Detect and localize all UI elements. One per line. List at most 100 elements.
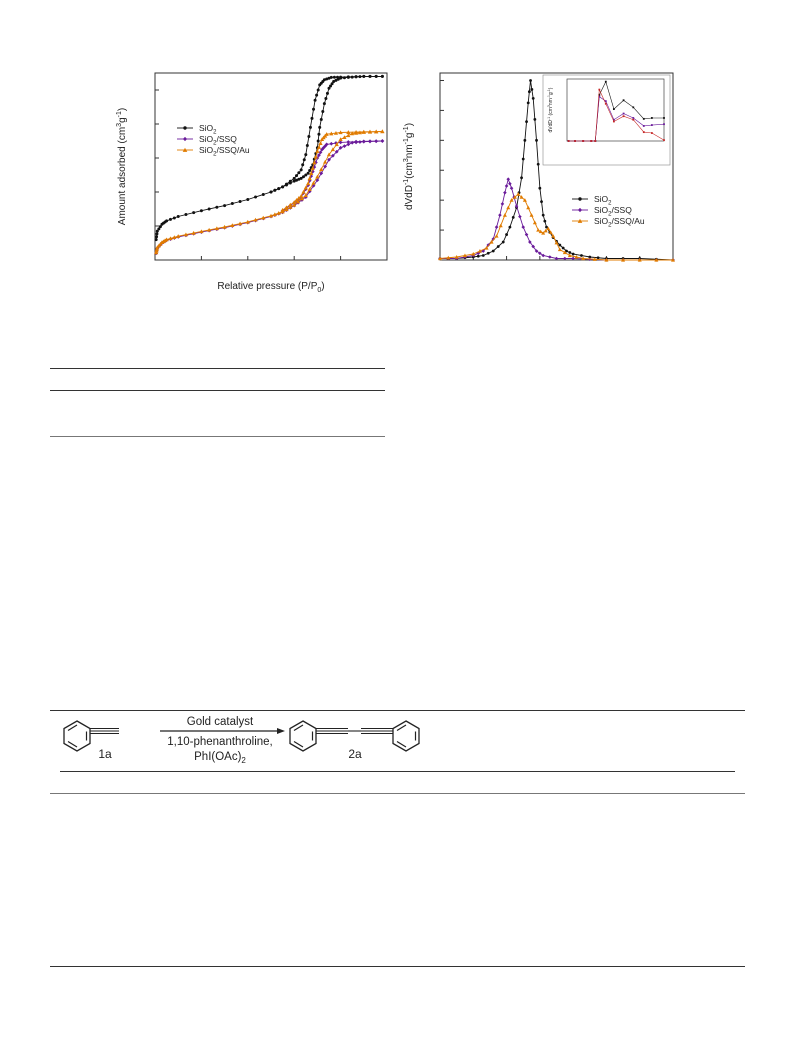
chart-b-inset-y-axis-label: dVdD-1 (cm3nm-1g-1) — [547, 87, 554, 132]
chart-b-series-2-point — [498, 223, 503, 228]
chart-a-series-0-point — [299, 168, 303, 172]
chart-a-series-1-point — [354, 139, 358, 144]
chart-b-series-2-point — [494, 234, 499, 238]
chart-b-series-1-point — [521, 225, 526, 229]
chart-b-series-2-point — [543, 228, 548, 233]
chart-b-series-0-point — [536, 162, 540, 166]
chart-a-series-2-point — [301, 189, 306, 194]
chart-a-series-2-point — [326, 152, 332, 157]
chart-a-series-2-point — [292, 202, 297, 207]
chart-a-legend-label: SiO2/SSQ/Au — [199, 145, 250, 158]
chart-b-series-0-point — [525, 120, 528, 124]
chart-a-series-2-point — [307, 187, 312, 191]
chart-b-series-0-point — [530, 88, 534, 91]
chart-a-series-0-point — [304, 153, 308, 157]
chart-b-series-2-point — [477, 249, 482, 253]
chart-b-series-0-point — [529, 79, 532, 82]
chart-a-series-2-point — [334, 142, 339, 147]
reaction-scheme: 1a Gold catalyst 1,10-phenanthroline, Ph… — [55, 712, 745, 770]
chart-a-series-0-point — [308, 168, 312, 172]
chart-a-series-0-point — [297, 171, 301, 175]
chart-a-series-0-point — [295, 174, 299, 178]
chart-a-series-2-point — [303, 193, 308, 198]
chart-a-series-2-point — [307, 176, 312, 181]
chart-a-series-1-point — [358, 140, 362, 144]
chart-b-series-0-point — [568, 251, 572, 254]
arrow-label-below-1: 1,10-phenanthroline, — [167, 736, 273, 748]
chart-a-series-2-point — [280, 207, 285, 212]
chart-a-series-2-point — [316, 145, 322, 149]
chart-a-series-2-point — [346, 130, 351, 134]
chart-b-inset-series-1-point — [650, 124, 653, 126]
chart-a-series-0-point — [312, 107, 316, 111]
chart-b-legend-marker — [578, 197, 582, 201]
chart-a-series-0-point — [334, 78, 338, 82]
chart-b-inset-series-2-point — [590, 140, 593, 142]
chart-b-series-0-point — [565, 249, 568, 253]
chart-a-series-0-point — [297, 177, 301, 181]
chart-a-series-1-point — [338, 145, 343, 150]
chart-a-series-2-point — [299, 196, 305, 201]
chart-b-series-1-point — [548, 255, 552, 259]
chart-a-series-2-point — [230, 223, 235, 227]
chart-a-series-0-point — [172, 216, 176, 220]
chart-a-series-2-point — [272, 212, 277, 217]
chart-a-y-axis-label: Amount adsorbed (cm3g-1) — [116, 108, 128, 225]
chart-b-legend-marker — [577, 207, 583, 213]
chart-b-series-1-point — [508, 181, 512, 186]
chart-a-series-0-point — [318, 125, 322, 129]
chart-a-series-2-point — [315, 174, 320, 179]
chart-b-inset-series-1-point — [612, 118, 615, 121]
chart-b-series-1-point — [486, 243, 491, 247]
chart-a-series-2-point — [306, 181, 311, 186]
chart-b-series-0-point — [545, 225, 548, 229]
chart-a-series-1-point — [313, 160, 318, 165]
chart-a-series-0-point — [306, 171, 310, 175]
chart-a-series-2-point — [309, 171, 314, 175]
chart-b-series-2-point — [462, 253, 467, 258]
chart-a-series-0-point — [301, 163, 305, 167]
chart-b-series-2-point — [538, 229, 543, 234]
chart-a-series-1-point — [320, 147, 324, 152]
chart-b-series-2-point — [581, 256, 586, 261]
chart-a-series-1-point — [368, 139, 372, 144]
chart-a-series-0-point — [313, 98, 317, 102]
chart-a-series-2-point — [380, 129, 385, 134]
chart-a-series-1-point — [321, 145, 326, 150]
chart-a-series-1-point — [374, 139, 379, 144]
chart-a-series-0-point — [322, 78, 326, 82]
chart-a-series-0-point — [346, 75, 350, 79]
chart-a-series-1-point — [329, 141, 334, 146]
chart-b-series-2-point — [637, 258, 642, 262]
table2-top-rule — [50, 710, 745, 711]
chart-b-inset-series-2-point — [663, 139, 665, 142]
chart-a-series-0-point — [158, 225, 162, 229]
chart-b-series-0-point — [476, 254, 480, 258]
chart-b-series-2-point — [522, 198, 527, 202]
chart-a-series-1-point — [317, 153, 321, 158]
chart-a-series-1-point — [361, 139, 366, 144]
chart-a-series-0-point — [330, 82, 334, 86]
chart-a-series-0-point — [350, 75, 354, 79]
chart-a-series-2-point — [191, 230, 196, 235]
chart-a-legend-marker — [182, 147, 188, 152]
chart-b-series-2-point — [546, 226, 551, 231]
chart-a-series-0-point — [284, 183, 288, 187]
chart-b-series-0-point — [508, 225, 512, 229]
chart-b-inset-series-1-point — [663, 123, 665, 126]
chart-a-series-0-point — [207, 207, 211, 211]
chart-b-series-1-point — [563, 256, 567, 261]
chart-b-series-0-point — [523, 138, 527, 142]
chart-a-series-0-point — [301, 175, 305, 179]
chart-a-series-0-point — [168, 217, 172, 221]
chart-a-series-2-point — [319, 137, 325, 141]
chart-b-series-2-point — [671, 258, 675, 262]
chart-a-series-2-point — [350, 131, 355, 136]
chart-a-series-2-point — [172, 235, 177, 240]
chart-a-series-0-point — [317, 132, 321, 136]
chart-a-series-0-point — [184, 213, 188, 217]
chart-b-inset-series-1-point — [604, 100, 607, 103]
chart-b-series-2-point — [526, 205, 531, 210]
chart-b-series-2-line — [439, 193, 673, 261]
chart-a-series-2-point — [329, 131, 334, 136]
